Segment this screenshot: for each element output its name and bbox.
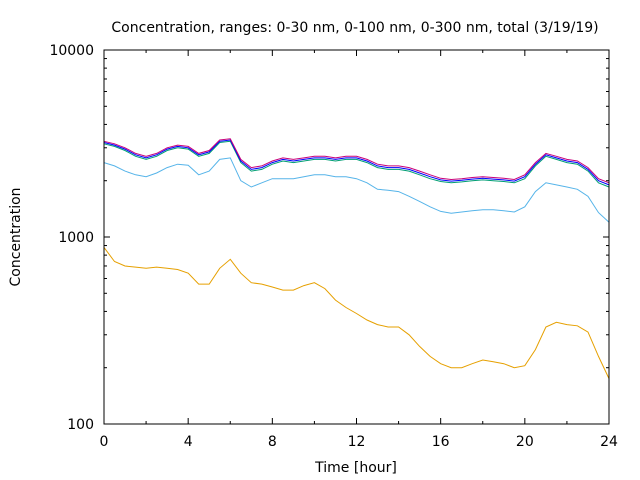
x-tick-label: 4	[184, 434, 193, 450]
series-line-3	[103, 140, 610, 188]
x-axis-label: Time [hour]	[314, 460, 397, 476]
y-tick-label: 100	[67, 417, 94, 433]
plot-frame	[103, 49, 610, 425]
series-line-1	[103, 247, 610, 379]
x-tick-label: 24	[600, 434, 618, 450]
y-tick-label: 1000	[58, 230, 94, 246]
y-tick-label: 10000	[49, 43, 94, 59]
y-axis-label: Concentration	[8, 187, 24, 286]
series-line-2	[103, 157, 610, 223]
y-axis: 100 1000 10000	[49, 43, 609, 433]
chart-title: Concentration, ranges: 0-30 nm, 0-100 nm…	[111, 20, 598, 36]
x-axis: 0 4 8 12 16 20 24	[100, 50, 618, 450]
x-tick-label: 16	[432, 434, 450, 450]
series-line-4	[103, 139, 610, 186]
x-tick-label: 20	[516, 434, 534, 450]
x-tick-label: 0	[100, 434, 109, 450]
series-line-5	[103, 138, 610, 184]
x-tick-label: 12	[348, 434, 366, 450]
x-tick-label: 8	[268, 434, 277, 450]
series-layer	[103, 138, 610, 379]
